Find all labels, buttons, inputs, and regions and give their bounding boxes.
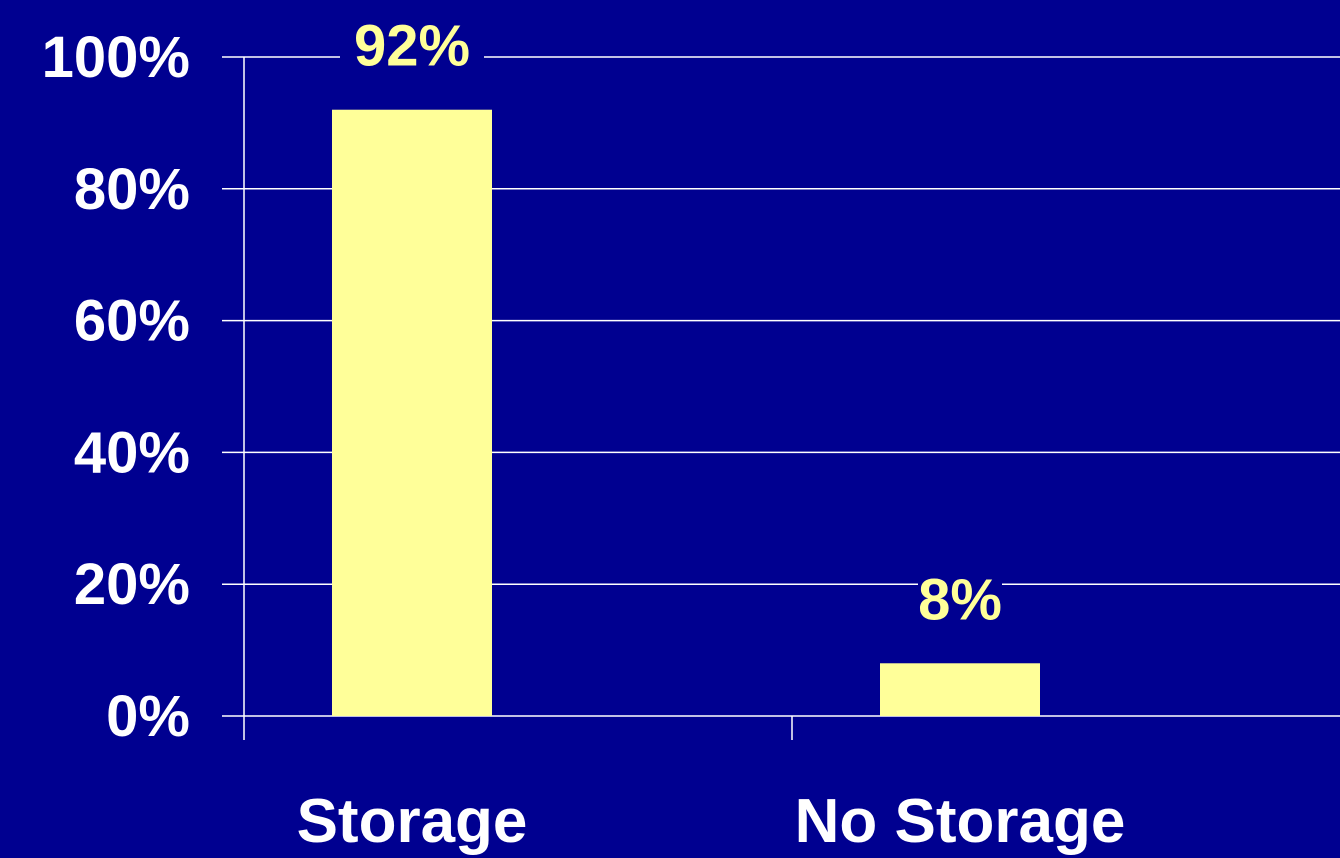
labels: 0% 20% 40% 60% 80% 100% 92% Storage 8% No Storage — [42, 14, 1126, 856]
y-tick-label: 0% — [106, 684, 190, 749]
data-label-backdrop — [918, 573, 1002, 632]
data-label: 8% — [918, 567, 1002, 632]
x-category-label: Storage — [297, 787, 528, 856]
bar-no-storage — [880, 663, 1040, 716]
y-tick-label: 80% — [74, 157, 190, 222]
bar-storage — [332, 109, 492, 717]
y-tick-label: 20% — [74, 552, 190, 617]
y-tick-label: 60% — [74, 289, 190, 354]
axes — [222, 56, 793, 740]
x-category-label: No Storage — [795, 787, 1126, 856]
bars — [332, 109, 1040, 717]
data-label: 92% — [354, 14, 470, 79]
data-label-backdrop — [340, 19, 484, 78]
y-tick-label: 40% — [74, 420, 190, 485]
y-tick-label: 100% — [42, 25, 190, 90]
